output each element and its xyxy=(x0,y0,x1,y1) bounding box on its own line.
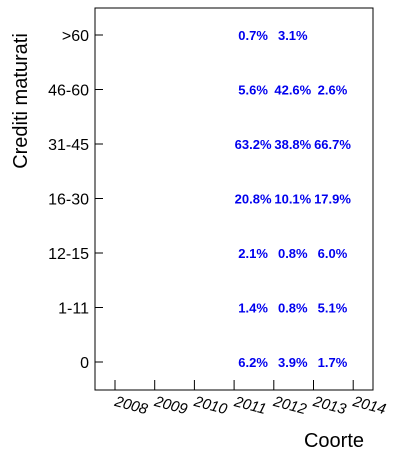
cell-label: 66.7% xyxy=(314,137,351,152)
x-tick-label: 2013 xyxy=(310,393,348,418)
cell-label: 38.8% xyxy=(274,137,311,152)
cell-label: 10.1% xyxy=(274,192,311,207)
cell-label: 6.0% xyxy=(318,246,348,261)
x-tick-label: 2009 xyxy=(152,393,190,418)
cell-label: 1.7% xyxy=(318,355,348,370)
cell-label: 3.9% xyxy=(278,355,308,370)
x-tick-label: 2011 xyxy=(232,393,269,418)
cell-label: 0.8% xyxy=(278,246,308,261)
x-axis: 2008 2009 2010 2011 2012 2013 2014 xyxy=(112,380,388,418)
cell-label: 3.1% xyxy=(278,28,308,43)
cell-label: 1.4% xyxy=(238,301,268,316)
x-tick-label: 2010 xyxy=(191,393,229,418)
x-axis-label: Coorte xyxy=(304,430,364,451)
cell-label: 6.2% xyxy=(238,355,268,370)
cell-label: 63.2% xyxy=(235,137,272,152)
y-tick-label: 12-15 xyxy=(48,246,89,263)
cell-label: 0.8% xyxy=(278,301,308,316)
y-tick-label: 31-45 xyxy=(48,137,89,154)
y-axis-label: Crediti maturati xyxy=(10,33,32,169)
y-tick-label: >60 xyxy=(62,28,89,45)
cell-label: 5.1% xyxy=(318,301,348,316)
cell-label: 2.6% xyxy=(318,83,348,98)
y-tick-label: 0 xyxy=(80,355,89,372)
cell-label: 42.6% xyxy=(274,83,311,98)
cell-labels: 6.2% 3.9% 1.7% 1.4% 0.8% 5.1% 2.1% 0.8% 6.0% 20.8… xyxy=(235,28,352,370)
y-tick-label: 16-30 xyxy=(48,192,89,209)
y-tick-label: 46-60 xyxy=(48,83,89,100)
cell-label: 0.7% xyxy=(238,28,268,43)
cell-label: 2.1% xyxy=(238,246,268,261)
x-tick-label: 2014 xyxy=(350,393,388,418)
cell-label: 20.8% xyxy=(235,192,272,207)
cell-label: 5.6% xyxy=(238,83,268,98)
x-tick-label: 2008 xyxy=(112,393,150,418)
cell-label: 17.9% xyxy=(314,192,351,207)
y-tick-label: 1-11 xyxy=(58,301,89,318)
y-axis: 0 1-11 12-15 16-30 31-45 46-60 >60 xyxy=(48,28,103,372)
x-tick-label: 2012 xyxy=(271,393,309,418)
